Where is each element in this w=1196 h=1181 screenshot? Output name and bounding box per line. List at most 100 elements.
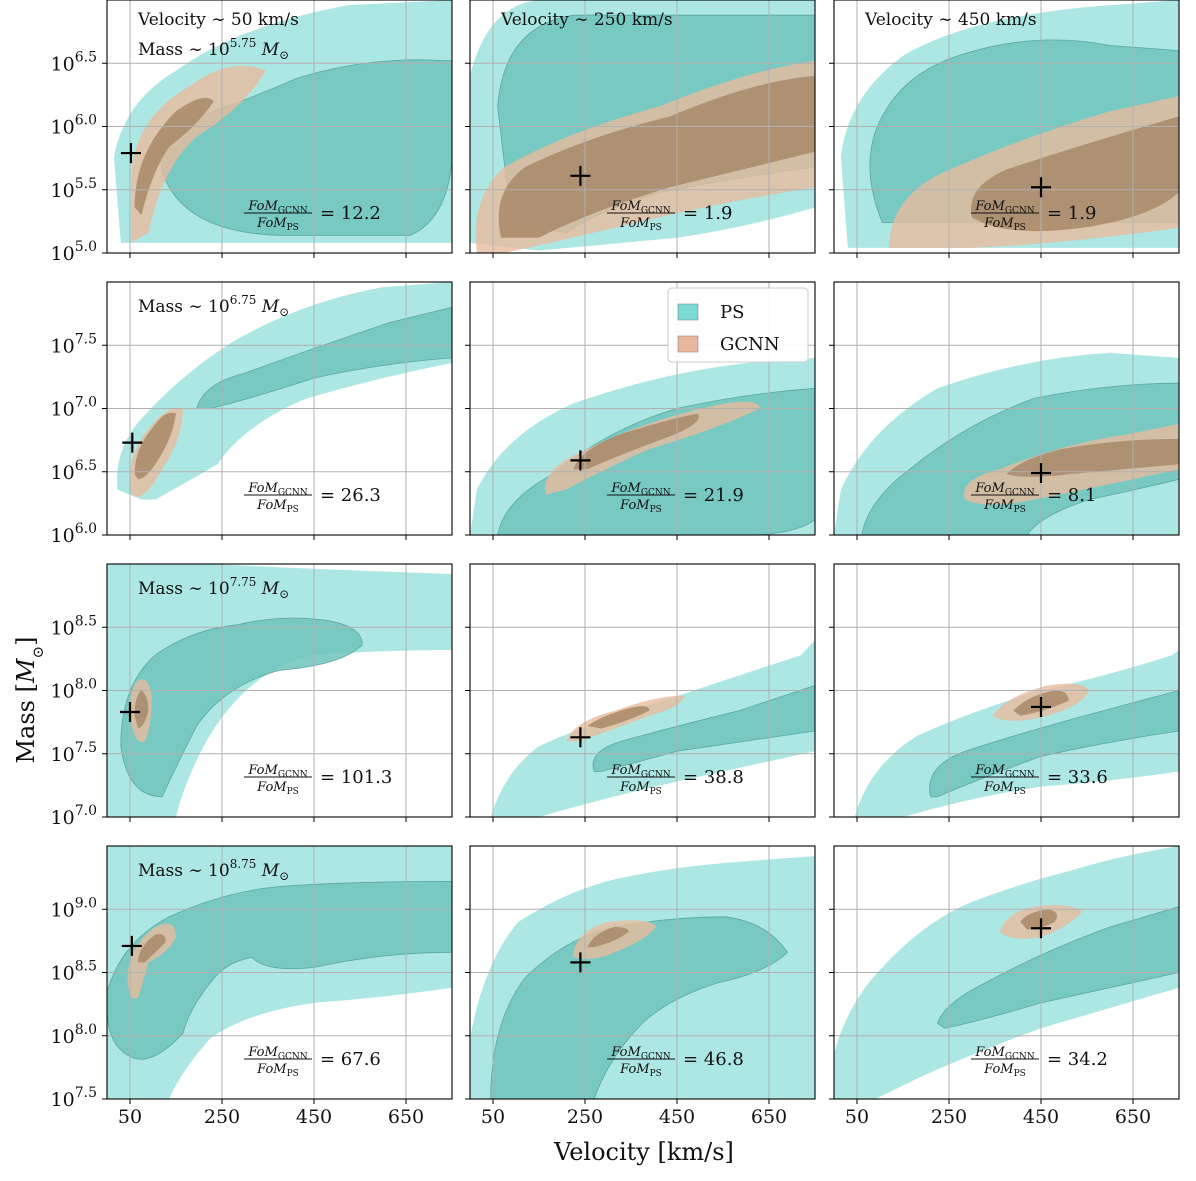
- y-tick-label: 107.0: [51, 395, 97, 421]
- legend: PS GCNN: [667, 287, 809, 363]
- x-tick-label: 250: [931, 1106, 967, 1128]
- fom-numerator: FoMGCNN: [974, 199, 1034, 216]
- fom-value: = 12.2: [320, 203, 381, 224]
- panel-r2-c1: 106.0 106.5 107.0 107.5 Mass ∼ 106.75 M⊙ FoMG…: [51, 281, 453, 547]
- velocity-label: Velocity ∼ 250 km/s: [500, 10, 673, 30]
- y-tick-label: 106.0: [51, 521, 97, 547]
- y-tick-label: 106.0: [51, 113, 97, 139]
- fom-value: = 1.9: [683, 203, 732, 224]
- y-tick-label: 107.0: [51, 803, 97, 829]
- gcnn-inner-contour: [134, 97, 214, 215]
- truth-marker: [1031, 918, 1051, 939]
- legend-label-ps: PS: [720, 302, 744, 323]
- x-tick-label: 50: [118, 1106, 142, 1128]
- fom-denominator: FoMPS: [983, 498, 1026, 515]
- truth-marker: [570, 450, 591, 471]
- x-tick-label: 250: [204, 1106, 240, 1128]
- gcnn-inner-contour: [587, 706, 650, 729]
- fom-value: = 101.3: [320, 767, 392, 788]
- legend-swatch-gcnn: [677, 335, 699, 353]
- contours: [116, 282, 452, 500]
- x-tick-label: 450: [1023, 1106, 1059, 1128]
- y-tick-label: 107.5: [51, 740, 97, 766]
- truth-marker: [570, 727, 591, 748]
- mass-label: Mass ∼ 108.75 M⊙: [138, 857, 289, 883]
- ps-inner-contour: [592, 684, 815, 772]
- x-tick-label: 50: [845, 1106, 869, 1128]
- fom-denominator: FoMPS: [983, 216, 1026, 233]
- legend-box: [667, 287, 809, 363]
- mass-label: Mass ∼ 105.75 M⊙: [138, 36, 289, 62]
- x-tick-label: 450: [296, 1106, 332, 1128]
- y-tick-label: 106.5: [51, 49, 97, 75]
- ps-inner-contour: [937, 906, 1179, 1029]
- gcnn-outer-contour: [131, 65, 266, 243]
- gcnn-inner-contour: [587, 927, 629, 948]
- panel-r3-c1: 107.0 107.5 108.0 108.5 Mass ∼ 107.75 M⊙ FoMG…: [51, 563, 453, 829]
- fom-denominator: FoMPS: [256, 498, 299, 515]
- fom-value: = 67.6: [320, 1049, 381, 1070]
- y-tick-label: 108.0: [51, 677, 97, 703]
- contours: [470, 0, 815, 253]
- fom-numerator: FoMGCNN: [974, 1045, 1034, 1062]
- legend-swatch-ps: [677, 303, 699, 321]
- fom-value: = 34.2: [1047, 1049, 1108, 1070]
- gcnn-inner-contour: [134, 412, 176, 480]
- gcnn-inner-contour: [134, 690, 149, 729]
- ps-inner-contour: [861, 382, 1179, 535]
- fom-value: = 33.6: [1047, 767, 1108, 788]
- ps-inner-contour: [490, 916, 788, 1099]
- fom-denominator: FoMPS: [619, 1062, 662, 1079]
- gcnn-inner-contour: [971, 116, 1179, 232]
- fom-value: = 8.1: [1047, 485, 1096, 506]
- truth-marker: [120, 702, 140, 723]
- fom-denominator: FoMPS: [256, 1062, 299, 1079]
- fom-numerator: FoMGCNN: [610, 199, 670, 216]
- fom-numerator: FoMGCNN: [247, 481, 307, 498]
- fom-numerator: FoMGCNN: [247, 763, 307, 780]
- y-tick-label: 107.5: [51, 331, 97, 357]
- contours: [470, 856, 815, 1099]
- gcnn-inner-contour: [573, 413, 699, 470]
- y-tick-label: 109.0: [51, 895, 97, 921]
- fom-numerator: FoMGCNN: [247, 199, 307, 216]
- gcnn-inner-contour: [138, 934, 166, 963]
- mass-label: Mass ∼ 107.75 M⊙: [138, 575, 289, 601]
- x-tick-label: 650: [751, 1106, 787, 1128]
- truth-marker: [1031, 696, 1051, 717]
- y-axis-title: Mass [M⊙]: [12, 636, 47, 763]
- fom-value: = 1.9: [1047, 203, 1096, 224]
- x-axis-title: Velocity [km/s]: [553, 1138, 734, 1166]
- fom-value: = 26.3: [320, 485, 381, 506]
- contours: [854, 650, 1179, 817]
- mass-label: Mass ∼ 106.75 M⊙: [138, 293, 289, 319]
- fom-denominator: FoMPS: [256, 216, 299, 233]
- velocity-label: Velocity ∼ 450 km/s: [864, 10, 1037, 30]
- x-tick-label: 50: [481, 1106, 505, 1128]
- contours: [840, 0, 1179, 248]
- truth-marker: [570, 952, 591, 973]
- ps-outer-contour: [490, 639, 815, 817]
- gcnn-inner-contour: [1020, 909, 1058, 930]
- fom-denominator: FoMPS: [619, 216, 662, 233]
- fom-numerator: FoMGCNN: [974, 763, 1034, 780]
- panel-r4-c1: 107.5 108.0 108.5 109.0 50 250 450 650 Mass ∼ 10…: [51, 845, 453, 1128]
- truth-marker: [570, 165, 591, 186]
- fom-denominator: FoMPS: [619, 498, 662, 515]
- x-tick-label: 650: [388, 1106, 424, 1128]
- truth-marker: [122, 432, 143, 453]
- ps-inner-contour: [196, 306, 452, 409]
